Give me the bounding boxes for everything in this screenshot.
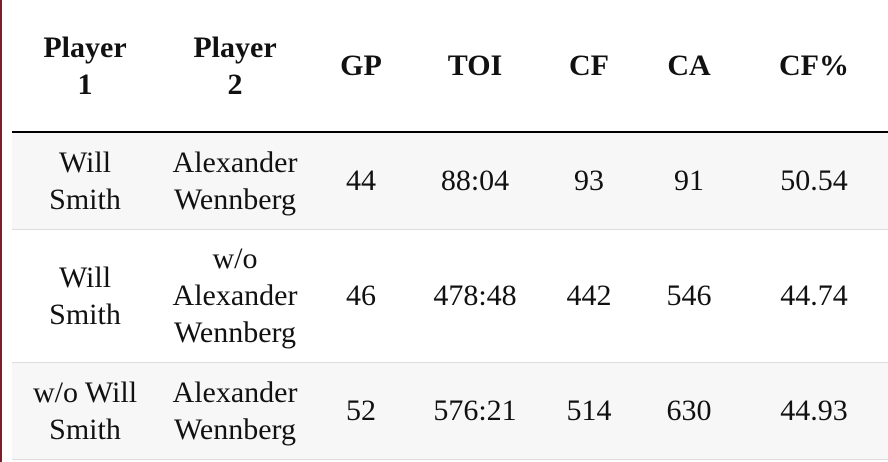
- table-body: Will Smith Alexander Wennberg 44 88:04 93 91 5…: [12, 132, 888, 459]
- header-text: CF%: [779, 49, 849, 82]
- table-cell: Will Smith: [49, 145, 121, 216]
- table-row: Will Smith w/o Alexander Wennberg 46 478:48…: [12, 229, 888, 362]
- table-cell: 50.54: [780, 164, 848, 198]
- header-text: Player 1: [43, 30, 127, 101]
- header-text: CA: [667, 49, 711, 82]
- table-cell: 46: [346, 279, 376, 312]
- table-cell: 44.74: [780, 279, 848, 312]
- column-header: CA: [638, 0, 740, 133]
- header-row: Player 1 Player 2 GP TOI CF CA CF%: [12, 0, 888, 133]
- column-header: Player 2: [158, 0, 312, 133]
- table-cell: 88:04: [440, 164, 510, 198]
- left-border: [0, 0, 2, 462]
- table-cell: 44.93: [780, 394, 848, 427]
- table-cell: Alexander Wennberg: [172, 145, 298, 216]
- table-row: Will Smith Alexander Wennberg 44 88:04 93 91 5…: [12, 132, 888, 229]
- table-cell: w/o Will Smith: [32, 375, 138, 446]
- table-cell: Alexander Wennberg: [172, 375, 298, 446]
- table-cell: Will Smith: [49, 260, 121, 331]
- table-cell: 576:21: [433, 394, 517, 427]
- table-cell: 44: [346, 164, 376, 198]
- header-text: TOI: [447, 49, 503, 82]
- table-cell: 478:48: [433, 279, 517, 312]
- table-row: w/o Will Smith Alexander Wennberg 52 576:21…: [12, 362, 888, 459]
- table-cell: w/o Alexander Wennberg: [172, 242, 298, 349]
- header-text: CF: [569, 49, 609, 82]
- stats-table: Player 1 Player 2 GP TOI CF CA CF% Will Smith A…: [12, 0, 888, 460]
- column-header: Player 1: [12, 0, 158, 133]
- header-text: Player 2: [193, 30, 277, 101]
- table-cell: 630: [666, 394, 712, 427]
- header-text: GP: [340, 49, 382, 82]
- column-header: CF: [540, 0, 638, 133]
- column-header: GP: [312, 0, 410, 133]
- table-cell: 91: [674, 164, 704, 198]
- table-cell: 442: [566, 279, 612, 312]
- table-cell: 514: [566, 394, 612, 427]
- table-cell: 93: [574, 164, 604, 198]
- table-cell: 546: [666, 279, 712, 312]
- table-cell: 52: [346, 394, 376, 427]
- column-header: TOI: [410, 0, 540, 133]
- column-header: CF%: [740, 0, 888, 133]
